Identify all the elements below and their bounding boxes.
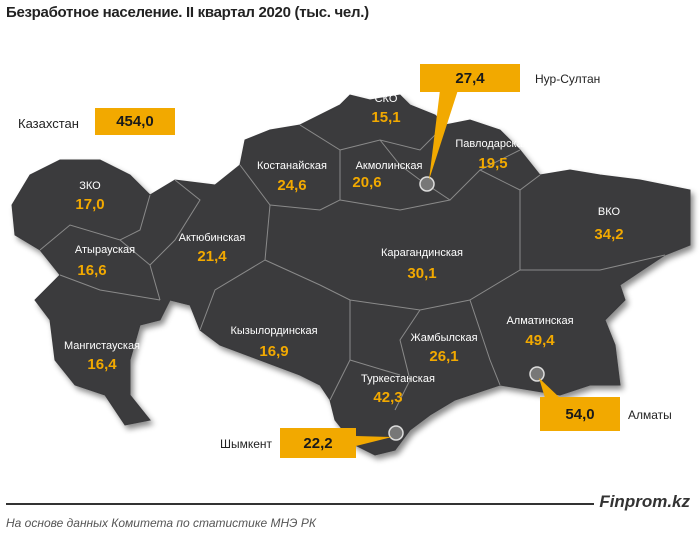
region-value: 30,1 [407,265,437,282]
almaty-value-box: 54,0 [540,397,620,431]
almaty-marker [529,366,545,382]
almaty-label: Алматы [628,408,672,422]
region-name: Костанайская [256,160,328,172]
source-note: На основе данных Комитета по статистике … [6,516,316,530]
region-value: 20,6 [352,174,382,191]
region-value: 34,2 [594,226,624,243]
region-value: 16,4 [87,356,117,373]
city-markers [388,176,545,441]
total-label: Казахстан [18,116,79,131]
region-name: Мангистауская [63,340,141,352]
region-name: Актюбинская [178,232,246,244]
region-name: ВКО [597,206,621,218]
region-name: Туркестанская [361,373,435,385]
region-name: Атырауская [74,244,136,256]
region-value: 24,6 [277,177,307,194]
region-name: Кызылординская [230,325,318,337]
shymkent-value-box: 22,2 [280,428,356,458]
region-name: Алматинская [506,315,574,327]
nur-sultan-pointer [429,90,458,180]
region-value: 42,3 [373,389,403,406]
region-value: 16,9 [259,343,289,360]
region-value: 16,6 [77,262,107,279]
nur-sultan-marker [419,176,435,192]
almaty-pointer [539,378,560,398]
region-name: Павлодарская [455,138,529,150]
footer-divider [6,503,594,505]
brand-logo-text: Finprom.kz [599,492,690,511]
total-value-box: 454,0 [95,108,175,135]
region-value: 21,4 [197,248,227,265]
region-value: 26,1 [429,348,459,365]
region-value: 15,1 [371,109,401,126]
region-name: Карагандинская [381,247,463,259]
callout-pointers [356,90,560,446]
region-name: СКО [374,93,398,105]
region-name: Жамбылская [410,332,478,344]
shymkent-marker [388,425,404,441]
region-name: ЗКО [79,180,101,192]
region-value: 17,0 [75,196,105,213]
nur-sultan-value-box: 27,4 [420,64,520,92]
region-value: 19,5 [478,155,508,172]
shymkent-label: Шымкент [220,437,273,451]
region-borders [39,124,666,411]
page-title: Безработное население. II квартал 2020 (… [6,4,369,21]
nur-sultan-label: Нур-Султан [535,72,601,86]
region-name: Акмолинская [355,160,423,172]
shymkent-pointer [356,436,392,446]
region-value: 49,4 [525,332,555,349]
